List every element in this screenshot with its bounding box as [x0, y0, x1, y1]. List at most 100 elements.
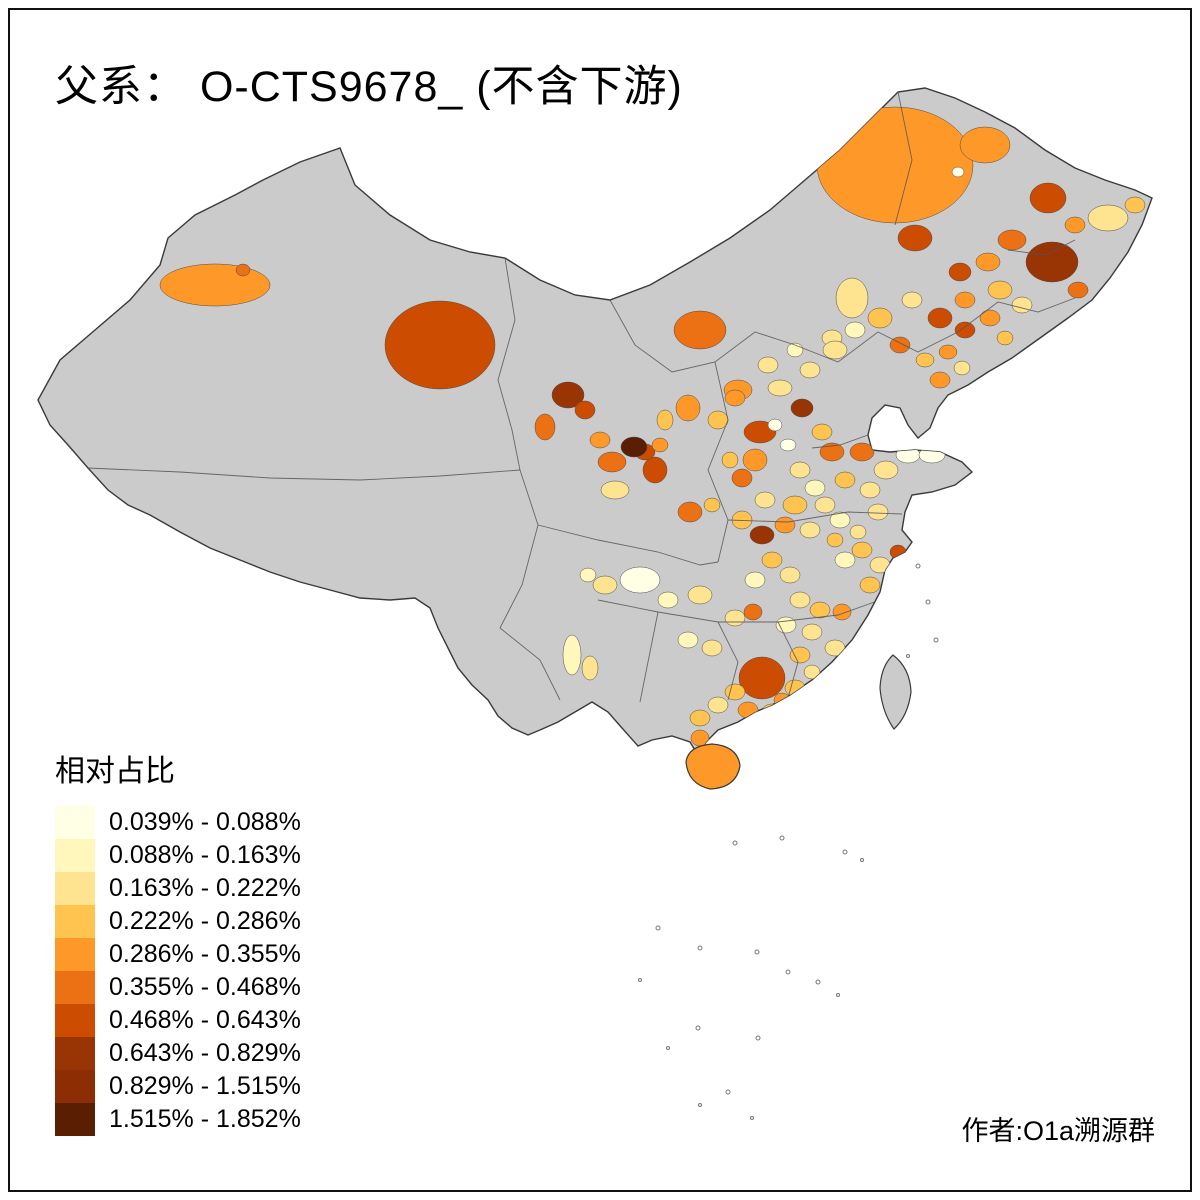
map-region: [790, 398, 814, 418]
legend-swatch: [55, 1103, 95, 1136]
map-region: [724, 389, 746, 407]
map-region: [953, 360, 971, 376]
map-region: [384, 300, 496, 390]
map-region: [1025, 241, 1079, 283]
mainland: [37, 87, 1153, 756]
map-region: [1067, 281, 1089, 299]
map-region: [849, 442, 875, 462]
map-region: [738, 656, 786, 700]
taiwan-island: [879, 654, 912, 730]
map-region: [235, 263, 251, 277]
legend-item: 0.286% - 0.355%: [55, 938, 301, 971]
map-region: [159, 263, 271, 307]
map-region: [677, 501, 703, 523]
map-region: [761, 703, 783, 721]
sea-islands: [638, 563, 939, 1120]
legend-item: 1.515% - 1.852%: [55, 1103, 301, 1136]
legend-swatch: [55, 905, 95, 938]
legend-label: 0.643% - 0.829%: [109, 1039, 301, 1067]
map-region: [673, 310, 727, 350]
map-region: [677, 631, 699, 649]
map-region: [849, 524, 867, 540]
legend-label: 0.088% - 0.163%: [109, 841, 301, 869]
map-region: [724, 609, 746, 627]
map-region: [744, 571, 766, 589]
page-title: 父系： O-CTS9678_ (不含下游): [55, 63, 683, 111]
map-region: [1064, 216, 1086, 234]
legend-items: 0.039% - 0.088% 0.088% - 0.163% 0.163% - 0…: [55, 806, 301, 1136]
map-region: [707, 696, 729, 714]
map-region: [600, 480, 630, 500]
province-borders: [87, 91, 1076, 703]
map-region: [767, 418, 783, 432]
map-region: [757, 356, 779, 374]
map-region: [651, 437, 669, 453]
map-region: [834, 471, 856, 489]
legend-swatch: [55, 1004, 95, 1037]
map-region: [975, 252, 1001, 272]
map-region: [690, 729, 710, 747]
map-region: [901, 291, 923, 309]
map-region: [799, 521, 821, 539]
legend-swatch: [55, 806, 95, 839]
legend-item: 0.039% - 0.088%: [55, 806, 301, 839]
map-region: [959, 126, 1011, 164]
map-region: [689, 709, 711, 727]
map-region: [869, 556, 891, 574]
map-region: [657, 591, 679, 609]
map-region: [534, 413, 556, 441]
legend-title: 相对占比: [55, 755, 175, 788]
map-region: [804, 479, 826, 497]
map-region: [897, 224, 933, 252]
map-region: [927, 307, 953, 329]
map-region: [742, 448, 768, 472]
map-region: [859, 576, 881, 594]
map-region: [589, 431, 611, 449]
region-layer: [159, 106, 1146, 747]
legend-label: 0.163% - 0.222%: [109, 874, 301, 902]
map-region: [873, 460, 899, 480]
map-region: [620, 436, 648, 458]
map-region: [774, 516, 796, 534]
map-region: [915, 352, 935, 368]
map-region: [832, 603, 852, 621]
map-region: [834, 551, 856, 569]
map-region: [851, 541, 873, 559]
legend-swatch: [55, 938, 95, 971]
legend-item: 0.163% - 0.222%: [55, 872, 301, 905]
map-region: [895, 446, 921, 464]
attribution: 作者:O1a溯源群: [961, 1116, 1155, 1146]
map-region: [979, 309, 1001, 327]
legend-label: 0.039% - 0.088%: [109, 808, 301, 836]
map-region: [862, 635, 878, 649]
map-region: [619, 566, 661, 594]
map-region: [592, 575, 618, 595]
legend-label: 1.515% - 1.852%: [109, 1105, 301, 1133]
legend-label: 0.468% - 0.643%: [109, 1006, 301, 1034]
legend-item: 0.222% - 0.286%: [55, 905, 301, 938]
legend: 相对占比 0.039% - 0.088% 0.088% - 0.163% 0.163…: [55, 746, 301, 1136]
map-region: [789, 646, 811, 664]
map-region: [867, 503, 889, 521]
legend-item: 0.355% - 0.468%: [55, 971, 301, 1004]
map-region: [597, 451, 627, 473]
legend-swatch: [55, 1070, 95, 1103]
legend-swatch: [55, 1037, 95, 1070]
map-region: [844, 321, 866, 339]
map-region: [656, 409, 674, 431]
map-region: [1087, 204, 1129, 232]
map-region: [779, 566, 801, 584]
map-region: [737, 701, 759, 719]
map-region: [1029, 182, 1067, 214]
map-region: [675, 394, 701, 422]
map-region: [811, 423, 833, 441]
legend-swatch: [55, 872, 95, 905]
map-region: [703, 497, 721, 513]
map-region: [987, 280, 1013, 300]
map-region: [954, 321, 976, 339]
map-region: [819, 442, 845, 462]
map-region: [724, 683, 746, 701]
legend-swatch: [55, 839, 95, 872]
map-region: [749, 525, 775, 545]
